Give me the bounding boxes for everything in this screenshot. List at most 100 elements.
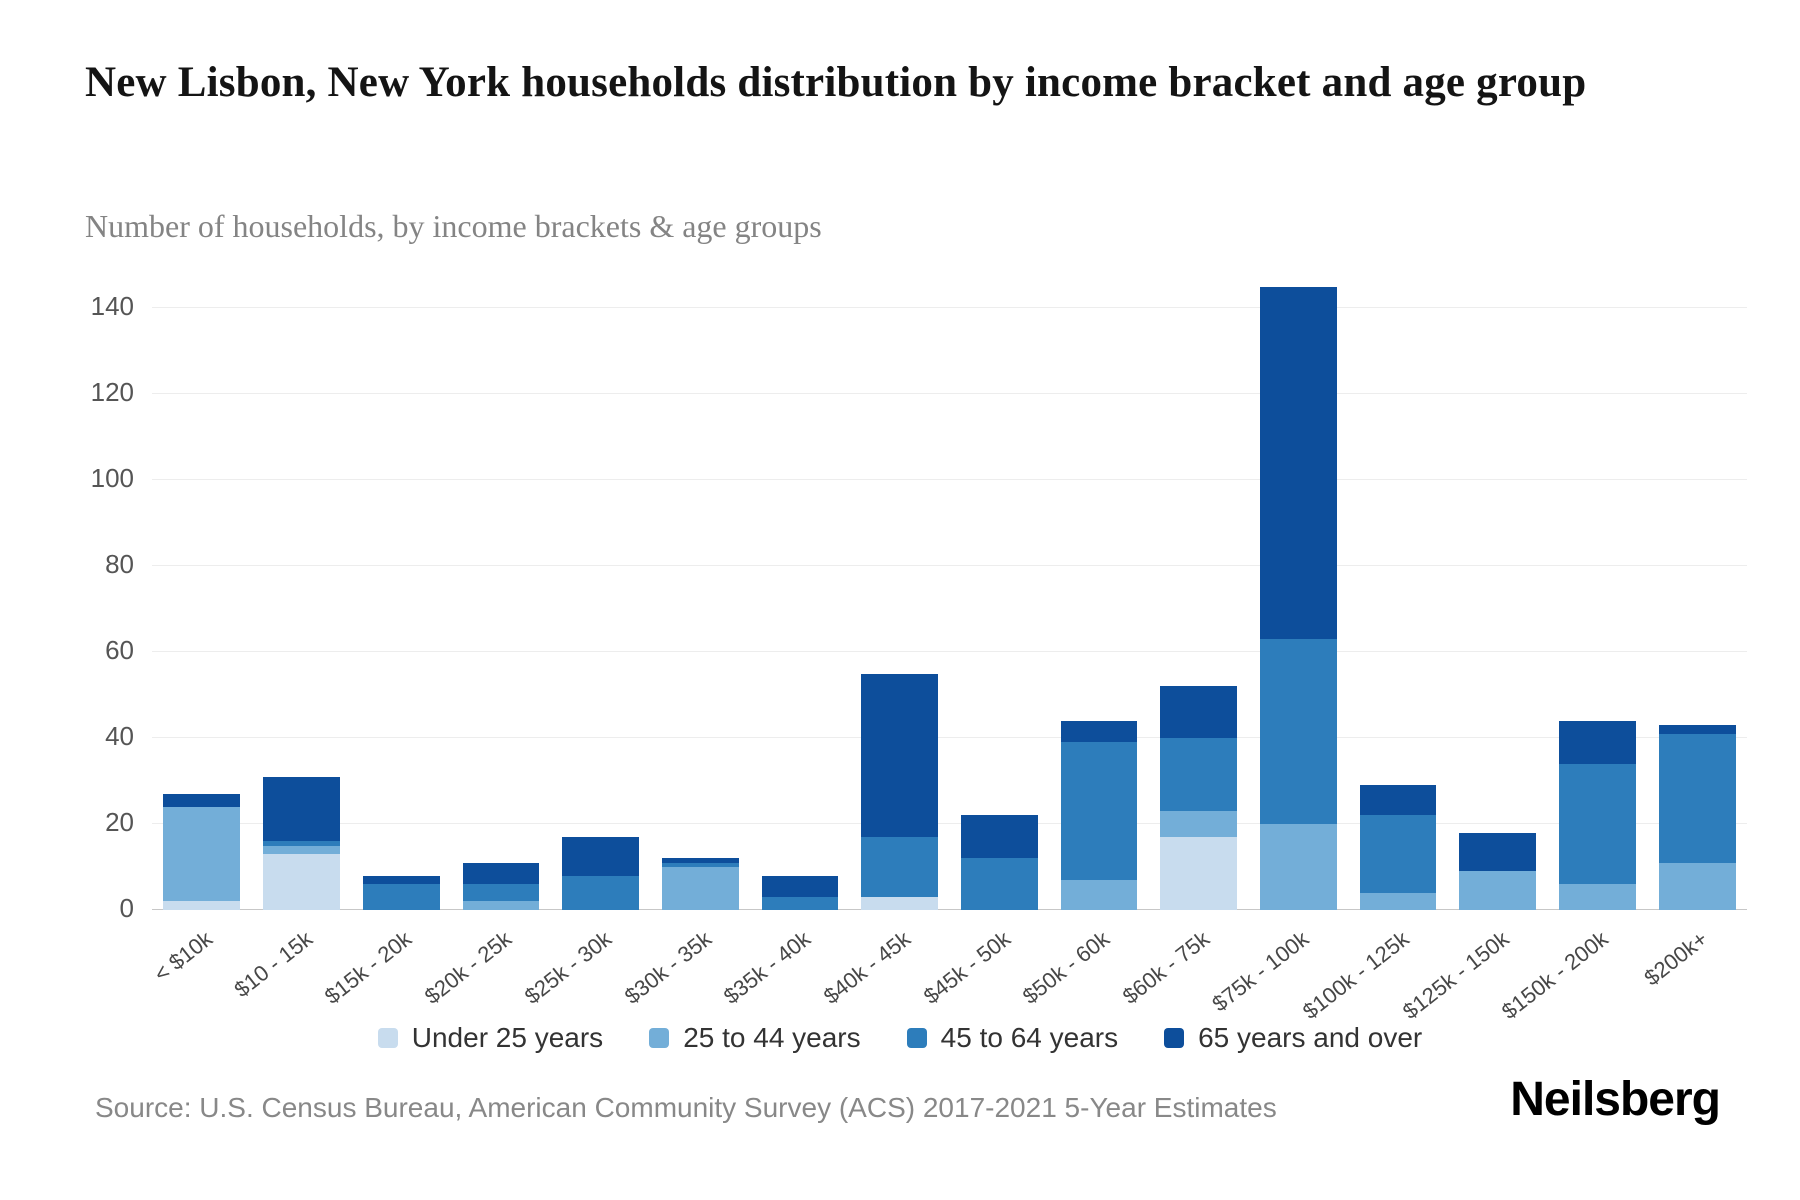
y-axis-tick-label: 60 [105, 635, 134, 665]
bar-segment[interactable] [362, 884, 440, 910]
legend-label: Under 25 years [411, 1022, 604, 1053]
bar-segment[interactable] [761, 897, 839, 910]
bar-segment[interactable] [163, 806, 241, 902]
bar-segment[interactable] [263, 845, 340, 855]
bar-segment[interactable] [163, 793, 241, 807]
gridline [152, 393, 1747, 394]
x-axis-label: $10 - 15k [229, 926, 317, 1003]
legend-item[interactable]: Under 25 years [377, 1022, 604, 1054]
bar-segment[interactable] [1658, 725, 1736, 734]
bar-segment[interactable] [960, 858, 1038, 910]
bar-segment[interactable] [1260, 286, 1337, 640]
bar-segment[interactable] [1260, 824, 1337, 910]
x-axis-label: $100k - 125k [1297, 926, 1414, 1025]
gridline [152, 307, 1747, 308]
legend-swatch-icon [1164, 1028, 1185, 1048]
bar-$25k-30k[interactable] [562, 265, 639, 910]
y-axis-tick-label: 80 [105, 549, 134, 579]
bar-segment[interactable] [562, 836, 639, 876]
bar-segment[interactable] [1658, 862, 1736, 910]
bar-segment[interactable] [462, 884, 540, 902]
legend-item[interactable]: 25 to 44 years [649, 1022, 861, 1054]
x-axis-label: < $10k [149, 926, 218, 987]
x-axis-label: $15k - 20k [320, 926, 417, 1009]
bar-segment[interactable] [1160, 836, 1238, 910]
y-axis-tick-label: 120 [90, 377, 134, 407]
bar-<$10k[interactable] [163, 265, 241, 910]
y-axis-tick-label: 20 [105, 807, 134, 837]
gridline [152, 909, 1747, 910]
legend-label: 45 to 64 years [940, 1022, 1119, 1053]
legend-swatch-icon [377, 1028, 398, 1048]
y-axis-tick-label: 140 [90, 291, 134, 321]
gridline [152, 565, 1747, 566]
bar-segment[interactable] [562, 875, 639, 910]
y-axis-tick-label: 100 [90, 463, 134, 493]
x-axis-label: $40k - 45k [818, 926, 916, 1009]
bar-segment[interactable] [1060, 720, 1138, 743]
bar-$75k-100k[interactable] [1260, 265, 1337, 910]
bar-segment[interactable] [1060, 742, 1138, 880]
bar-segment[interactable] [1160, 811, 1238, 837]
x-axis-label: $150k - 200k [1497, 926, 1613, 1025]
bar-segment[interactable] [1459, 832, 1537, 872]
bar-segment[interactable] [163, 901, 241, 910]
bar-segment[interactable] [263, 776, 340, 842]
bar-segment[interactable] [263, 841, 340, 846]
bar-$45k-50k[interactable] [960, 265, 1038, 910]
bar-segment[interactable] [1559, 763, 1636, 885]
legend-item[interactable]: 45 to 64 years [906, 1022, 1119, 1054]
bar-segment[interactable] [263, 854, 340, 910]
bar-segment[interactable] [661, 862, 739, 867]
bar-segment[interactable] [1060, 879, 1138, 910]
x-axis-label: $60k - 75k [1117, 926, 1215, 1009]
chart-subtitle: Number of households, by income brackets… [85, 208, 822, 244]
x-axis-label: $200k+ [1639, 926, 1713, 991]
x-axis-label: $20k - 25k [419, 926, 517, 1009]
bar-$20k-25k[interactable] [462, 265, 540, 910]
bar-segment[interactable] [1260, 639, 1337, 824]
bar-segment[interactable] [1559, 720, 1636, 764]
x-axis-label: $50k - 60k [1018, 926, 1115, 1009]
bar-segment[interactable] [462, 901, 540, 910]
bar-segment[interactable] [1160, 738, 1238, 812]
bar-segment[interactable] [1359, 892, 1437, 910]
x-axis-label: $125k - 150k [1397, 926, 1514, 1025]
bar-$35k-40k[interactable] [761, 265, 839, 910]
bar-segment[interactable] [661, 867, 739, 910]
bar-$125k-150k[interactable] [1459, 265, 1537, 910]
bar-segment[interactable] [1359, 815, 1437, 893]
legend: Under 25 years 25 to 44 years 45 to 64 yea… [0, 1022, 1800, 1054]
bar-segment[interactable] [362, 875, 440, 885]
bar-$40k-45k[interactable] [861, 265, 939, 910]
bar-$10-15k[interactable] [263, 265, 340, 910]
source-attribution: Source: U.S. Census Bureau, American Com… [95, 1092, 1277, 1123]
plot-area: 0 20 40 60 80 100 120 140 < $10k $10 - 15k $15k - … [91, 265, 1747, 1024]
bar-segment[interactable] [462, 862, 540, 885]
legend-item[interactable]: 65 years and over [1164, 1022, 1422, 1054]
bar-$200k+[interactable] [1658, 265, 1736, 910]
bar-segment[interactable] [861, 836, 939, 898]
bar-segment[interactable] [1160, 686, 1238, 738]
bar-$50k-60k[interactable] [1060, 265, 1138, 910]
bar-$30k-35k[interactable] [661, 265, 739, 910]
bar-$60k-75k[interactable] [1160, 265, 1238, 910]
bar-segment[interactable] [861, 897, 939, 910]
bar-$15k-20k[interactable] [362, 265, 440, 910]
bar-segment[interactable] [1559, 884, 1636, 910]
bar-segment[interactable] [1658, 733, 1736, 863]
bar-segment[interactable] [761, 875, 839, 898]
bar-$150k-200k[interactable] [1559, 265, 1636, 910]
bar-$100k-125k[interactable] [1359, 265, 1437, 910]
bar-segment[interactable] [661, 858, 739, 863]
bar-segment[interactable] [861, 673, 939, 837]
bar-segment[interactable] [1359, 785, 1437, 816]
legend-swatch-icon [649, 1028, 670, 1048]
bar-segment[interactable] [1459, 871, 1537, 910]
legend-swatch-icon [906, 1028, 927, 1048]
legend-label: 65 years and over [1198, 1022, 1423, 1053]
gridline [152, 737, 1747, 738]
bar-segment[interactable] [960, 815, 1038, 859]
x-axis-label: $35k - 40k [719, 926, 816, 1009]
